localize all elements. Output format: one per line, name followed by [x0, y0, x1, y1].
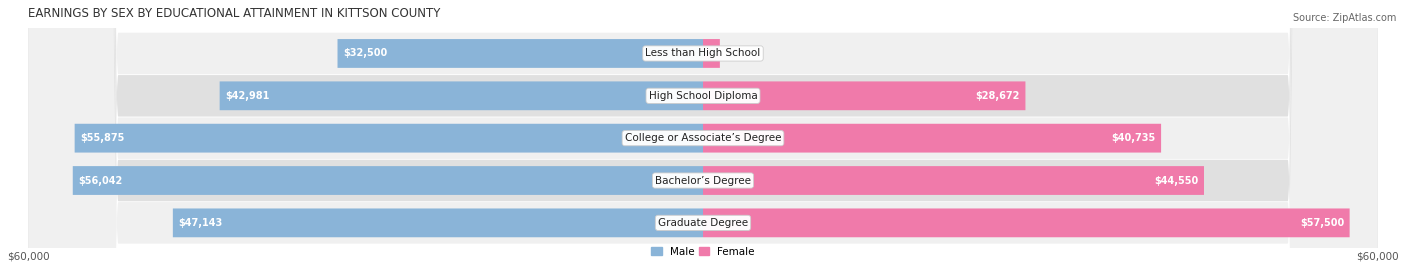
- FancyBboxPatch shape: [703, 39, 720, 68]
- Text: $55,875: $55,875: [80, 133, 124, 143]
- Text: Bachelor’s Degree: Bachelor’s Degree: [655, 176, 751, 185]
- Text: $0: $0: [727, 49, 740, 58]
- Text: $42,981: $42,981: [225, 91, 270, 101]
- FancyBboxPatch shape: [28, 0, 1378, 268]
- FancyBboxPatch shape: [173, 209, 703, 237]
- Text: Graduate Degree: Graduate Degree: [658, 218, 748, 228]
- Text: $56,042: $56,042: [79, 176, 122, 185]
- Text: $47,143: $47,143: [179, 218, 222, 228]
- FancyBboxPatch shape: [28, 0, 1378, 268]
- Legend: Male, Female: Male, Female: [647, 242, 759, 261]
- FancyBboxPatch shape: [703, 166, 1204, 195]
- Text: Less than High School: Less than High School: [645, 49, 761, 58]
- Text: College or Associate’s Degree: College or Associate’s Degree: [624, 133, 782, 143]
- FancyBboxPatch shape: [337, 39, 703, 68]
- FancyBboxPatch shape: [703, 209, 1350, 237]
- FancyBboxPatch shape: [28, 0, 1378, 268]
- Text: $57,500: $57,500: [1301, 218, 1344, 228]
- FancyBboxPatch shape: [219, 81, 703, 110]
- FancyBboxPatch shape: [73, 166, 703, 195]
- FancyBboxPatch shape: [28, 0, 1378, 268]
- Text: EARNINGS BY SEX BY EDUCATIONAL ATTAINMENT IN KITTSON COUNTY: EARNINGS BY SEX BY EDUCATIONAL ATTAINMEN…: [28, 7, 440, 20]
- FancyBboxPatch shape: [703, 81, 1025, 110]
- FancyBboxPatch shape: [75, 124, 703, 152]
- FancyBboxPatch shape: [703, 124, 1161, 152]
- Text: $44,550: $44,550: [1154, 176, 1198, 185]
- Text: High School Diploma: High School Diploma: [648, 91, 758, 101]
- Text: $32,500: $32,500: [343, 49, 387, 58]
- Text: $28,672: $28,672: [976, 91, 1019, 101]
- Text: $40,735: $40,735: [1112, 133, 1156, 143]
- FancyBboxPatch shape: [28, 0, 1378, 268]
- Text: Source: ZipAtlas.com: Source: ZipAtlas.com: [1292, 13, 1396, 23]
